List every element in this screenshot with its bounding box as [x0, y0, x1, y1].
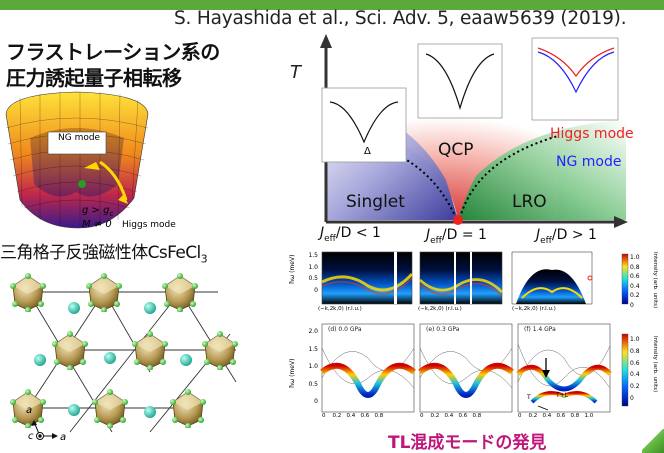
- top-xlabel-2: (−k,2k,0) (r.l.u.): [418, 306, 462, 312]
- axis-c-label: c: [28, 431, 34, 442]
- ng-mode-legend-label: NG mode: [556, 154, 622, 170]
- top-yticks: 1.5 1.0 0.5 0: [298, 250, 318, 296]
- ytick: 1.0: [308, 263, 318, 271]
- ratio-lt-label: Jeff/D < 1: [320, 225, 381, 244]
- xtick: 0.4: [444, 413, 454, 419]
- lattice-title: 三角格子反強磁性体CsFeCl3: [0, 238, 208, 266]
- slide-title-line1: フラストレーション系の: [6, 40, 220, 64]
- condition-m-label: M ≠ 0: [82, 219, 112, 230]
- cbar-tick: 1.0: [630, 254, 640, 261]
- cbar-tick: 0.6: [630, 359, 640, 367]
- temperature-axis-label: T: [290, 62, 301, 83]
- page-curl-decoration: [642, 429, 664, 453]
- condition-g-label: g > gc: [82, 205, 113, 218]
- bottom-ylabel: ħω (meV): [289, 358, 296, 388]
- lro-label: LRO: [512, 192, 547, 212]
- ng-mode-label: NG mode: [58, 133, 101, 143]
- xtick: 0.6: [360, 413, 370, 419]
- higgs-mode-label: Higgs mode: [550, 126, 634, 142]
- xtick: 0.4: [542, 413, 552, 419]
- xtick: 0.6: [458, 413, 468, 419]
- ratio-gt-text: /D > 1: [551, 227, 597, 243]
- cbar-tick: 0.6: [630, 273, 640, 281]
- xtick: 0.8: [472, 413, 482, 419]
- ytick: 0.5: [308, 275, 318, 282]
- citation: S. Hayashida et al., Sci. Adv. 5, eaaw56…: [174, 8, 627, 29]
- xtick: 0: [420, 413, 424, 419]
- ytick: 0: [314, 398, 318, 405]
- ratio-eq-label: Jeff/D = 1: [426, 227, 487, 246]
- ytick: 1.5: [308, 252, 318, 259]
- ratio-eq-sub: eff: [430, 235, 442, 246]
- ratio-lt-sub: eff: [324, 233, 336, 244]
- top-xlabel-1: (−k,2k,0) (r.l.u.): [318, 306, 362, 312]
- lattice-title-text: 三角格子反強磁性体CsFeCl: [0, 243, 201, 263]
- cbar-tick: 0.8: [630, 347, 640, 355]
- cbar-tick: 0.4: [630, 371, 640, 379]
- axis-a-label-vertical: a: [26, 405, 33, 416]
- ratio-gt-label: Jeff/D > 1: [536, 227, 597, 246]
- calculated-spectra-panels: [320, 323, 629, 413]
- ytick: 2.0: [308, 328, 318, 335]
- ratio-gt-j: J: [536, 227, 541, 243]
- ytick: 1.0: [308, 363, 318, 370]
- qcp-label: QCP: [438, 140, 474, 160]
- bottom-yticks: 2.0 1.5 1.0 0.5 0: [298, 323, 318, 411]
- tl-mode-label: T+L: [556, 392, 569, 399]
- ytick: 1.5: [308, 345, 318, 353]
- top-ylabel: ħω (meV): [289, 254, 296, 284]
- bottom-xticks-1: 0 0.2 0.4 0.6 0.8: [322, 413, 383, 419]
- ytick: 0: [314, 286, 318, 294]
- gap-delta-label: Δ: [364, 146, 371, 157]
- top-colorbar-label: Intensity (arb. units): [652, 252, 658, 309]
- measured-spectra-panels: [321, 251, 629, 305]
- ratio-lt-text: /D < 1: [335, 225, 381, 241]
- ytick: 0.5: [308, 380, 318, 388]
- xtick: 0.2: [528, 413, 538, 419]
- xtick: 0.2: [332, 413, 342, 419]
- quantum-phase-diagram: [320, 34, 628, 228]
- bottom-colorbar-label: Intensity (arb. units): [652, 336, 658, 393]
- bottom-xticks-2: 0 0.2 0.4 0.6 0.8: [420, 413, 481, 419]
- xtick: 0: [518, 413, 522, 419]
- ratio-eq-j: J: [426, 227, 431, 243]
- top-xlabel-3: (−k,2k,0) (r.l.u.): [512, 306, 556, 312]
- ratio-eq-text: /D = 1: [441, 227, 487, 243]
- triangular-lattice-structure: [9, 272, 239, 440]
- ratio-gt-sub: eff: [540, 235, 552, 246]
- xtick: 0.2: [430, 413, 440, 419]
- cbar-tick: 0.4: [630, 282, 640, 290]
- higgs-mode-hat-label: Higgs mode: [122, 220, 176, 230]
- condition-g-text: g > g: [82, 205, 110, 216]
- bottom-xticks-3: 0 0.2 0.4 0.6 0.8 1.0: [518, 413, 593, 419]
- singlet-label: Singlet: [346, 192, 405, 212]
- axis-a-label-horizontal: a: [60, 432, 67, 443]
- cbar-tick: 1.0: [630, 336, 640, 343]
- cbar-tick: 0: [630, 394, 634, 402]
- panel-e-label: (e) 0.3 GPa: [426, 326, 460, 333]
- mexican-hat-potential: [5, 91, 149, 229]
- panel-d-label: (d) 0.0 GPa: [328, 326, 362, 333]
- cbar-tick: 0.2: [630, 292, 640, 300]
- lattice-title-sub: 3: [200, 252, 208, 266]
- top-accent-bar: [0, 0, 664, 10]
- xtick: 1.0: [584, 413, 594, 419]
- xtick: 0: [322, 413, 326, 419]
- cbar-tick: 0: [630, 301, 634, 309]
- xtick: 0.4: [346, 413, 356, 419]
- cbar-tick: 0.8: [630, 263, 640, 271]
- xtick: 0.8: [374, 413, 384, 419]
- t-mode-label: T: [527, 394, 531, 401]
- slide-title-line2: 圧力誘起量子相転移: [6, 66, 182, 90]
- panel-f-label: (f) 1.4 GPa: [524, 326, 556, 333]
- xtick: 0.6: [556, 413, 566, 419]
- xtick: 0.8: [570, 413, 580, 419]
- ratio-lt-j: J: [320, 225, 325, 241]
- condition-g-sub: c: [109, 210, 114, 218]
- discovery-caption: TL混成モードの発見: [388, 433, 547, 453]
- bottom-colorbar-ticks: 1.0 0.8 0.6 0.4 0.2 0: [630, 334, 640, 405]
- cbar-tick: 0.2: [630, 383, 640, 391]
- top-colorbar-ticks: 1.0 0.8 0.6 0.4 0.2 0: [630, 253, 640, 311]
